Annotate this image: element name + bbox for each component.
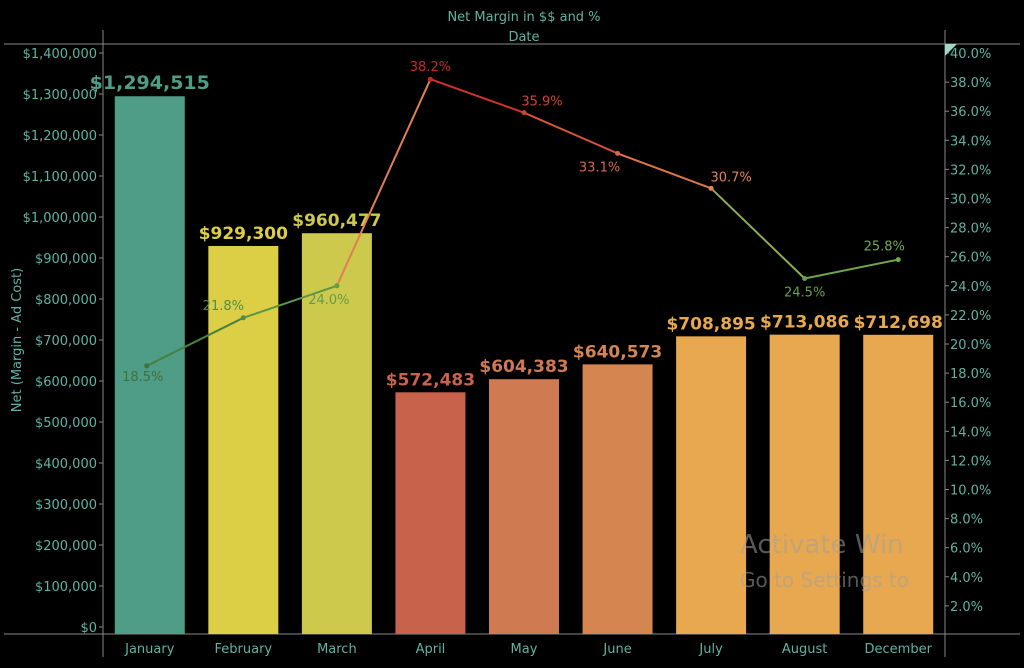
bar <box>863 334 934 634</box>
y2-tick-label: 16.0% <box>950 396 991 411</box>
y-tick-label: $1,000,000 <box>23 211 97 226</box>
y-tick-label: $1,300,000 <box>23 88 97 103</box>
y2-tick-label: 38.0% <box>950 76 991 91</box>
line-value-label: 33.1% <box>579 160 620 175</box>
line-point <box>144 363 150 369</box>
bar <box>676 336 747 634</box>
y-tick-label: $900,000 <box>35 252 97 267</box>
y-tick-label: $500,000 <box>35 416 97 431</box>
y2-tick-label: 36.0% <box>950 105 991 120</box>
line-segment <box>617 152 712 190</box>
bar-value-label: $1,294,515 <box>90 72 210 94</box>
line-value-label: 35.9% <box>521 95 562 110</box>
bar-value-label: $604,383 <box>479 357 568 377</box>
y2-tick-label: 2.0% <box>950 600 983 615</box>
x-tick-label: January <box>124 642 175 657</box>
y-tick-label: $800,000 <box>35 293 97 308</box>
line-segment <box>430 78 525 114</box>
y2-tick-label: 14.0% <box>950 425 991 440</box>
y-tick-label: $1,400,000 <box>23 47 97 62</box>
y-tick-label: $1,200,000 <box>23 129 97 144</box>
line-point <box>802 276 808 282</box>
y-tick-label: $700,000 <box>35 334 97 349</box>
x-tick-label: February <box>215 642 273 657</box>
line-segment <box>243 284 338 319</box>
bar-value-label: $708,895 <box>666 314 755 334</box>
line-point <box>334 283 340 289</box>
chart-title: Net Margin in $$ and % <box>447 10 600 25</box>
line-value-label: 18.5% <box>122 370 163 385</box>
y2-tick-label: 28.0% <box>950 222 991 237</box>
line-point <box>240 315 246 321</box>
bar <box>301 233 372 634</box>
y-axis-label: Net (Margin - Ad Cost) <box>10 268 25 412</box>
line-value-label: 21.8% <box>203 299 244 314</box>
y2-tick-label: 20.0% <box>950 338 991 353</box>
line-segment <box>710 187 806 280</box>
y-tick-label: $1,100,000 <box>23 170 97 185</box>
y2-tick-label: 34.0% <box>950 134 991 149</box>
line-value-label: 38.2% <box>410 60 451 75</box>
y-tick-label: $300,000 <box>35 498 97 513</box>
bar-value-label: $713,086 <box>760 313 849 333</box>
x-tick-label: March <box>317 642 357 657</box>
bar <box>395 392 466 634</box>
y2-tick-label: 12.0% <box>950 454 991 469</box>
corner-marker-icon <box>945 44 957 56</box>
y-tick-label: $200,000 <box>35 539 97 554</box>
line-segment <box>523 111 618 155</box>
y2-tick-label: 40.0% <box>950 47 991 62</box>
bar <box>582 364 653 634</box>
bar-value-label: $712,698 <box>854 313 943 333</box>
bar <box>489 379 559 634</box>
y-tick-label: $100,000 <box>35 580 97 595</box>
y2-tick-label: 22.0% <box>950 309 991 324</box>
line-point <box>521 110 527 116</box>
y-tick-label: $0 <box>80 621 97 636</box>
y2-tick-label: 26.0% <box>950 251 991 266</box>
y2-tick-label: 10.0% <box>950 484 991 499</box>
line-value-label: 24.0% <box>308 293 349 308</box>
y2-tick-label: 8.0% <box>950 513 983 528</box>
y2-tick-label: 18.0% <box>950 367 991 382</box>
x-tick-label: August <box>782 642 828 657</box>
bar-value-label: $960,477 <box>292 211 381 231</box>
y-tick-label: $600,000 <box>35 375 97 390</box>
line-value-label: 30.7% <box>710 170 751 185</box>
y2-tick-label: 4.0% <box>950 571 983 586</box>
line-point <box>427 76 433 82</box>
watermark-line1: Activate Win <box>740 530 904 560</box>
line-point <box>708 185 714 191</box>
x-tick-label: April <box>416 642 446 657</box>
line-point <box>895 257 901 263</box>
line-segment <box>146 316 244 367</box>
x-tick-label: December <box>865 642 933 657</box>
line-point <box>615 150 621 156</box>
y-tick-label: $400,000 <box>35 457 97 472</box>
line-value-label: 25.8% <box>864 240 905 255</box>
x-tick-label: May <box>511 642 538 657</box>
bar-value-label: $572,483 <box>386 370 475 390</box>
x-tick-label: June <box>602 642 631 657</box>
bar-value-label: $640,573 <box>573 342 662 362</box>
x-tick-label: July <box>698 642 723 657</box>
line-value-label: 24.5% <box>784 286 825 301</box>
bar <box>769 334 840 634</box>
y2-tick-label: 6.0% <box>950 542 983 557</box>
chart-subtitle: Date <box>508 30 539 45</box>
y2-tick-label: 24.0% <box>950 280 991 295</box>
bar-value-label: $929,300 <box>199 224 288 244</box>
line-segment <box>335 78 432 287</box>
y2-tick-label: 30.0% <box>950 193 991 208</box>
line-segment <box>804 258 899 280</box>
watermark-line2: Go to Settings to <box>740 568 909 592</box>
y2-tick-label: 32.0% <box>950 163 991 178</box>
